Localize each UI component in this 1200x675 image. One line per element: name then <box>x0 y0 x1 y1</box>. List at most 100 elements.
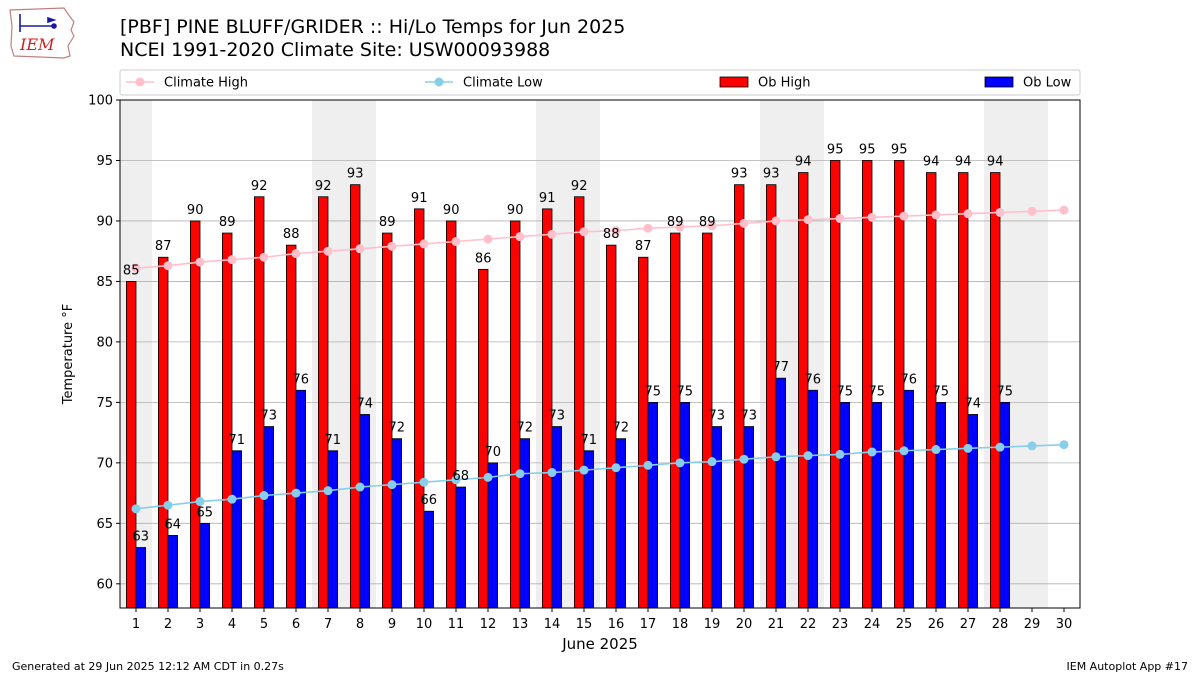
ob-low-label-6: 76 <box>293 372 310 387</box>
x-tick-label-8: 8 <box>356 617 364 632</box>
climate-high-point-11 <box>451 237 461 247</box>
climate-high-point-14 <box>547 229 557 239</box>
climate-high-point-27 <box>963 209 973 219</box>
x-tick-label-24: 24 <box>864 617 881 632</box>
ob-high-label-21: 93 <box>763 167 780 182</box>
ob-high-bar-9 <box>381 232 393 609</box>
ob-low-label-10: 66 <box>421 493 438 508</box>
ob-high-bar-20 <box>734 184 745 609</box>
ob-high-bar-5 <box>253 196 265 609</box>
data-labels: 85 87 90 89 92 88 92 93 89 91 90 86 90 91 92 88 87 89 89 93… <box>123 142 1013 544</box>
climate-low-point-19 <box>707 457 717 467</box>
ob-high-label-27: 94 <box>955 155 972 170</box>
ob-high-bar-10 <box>413 208 425 609</box>
ob-high-bar-24 <box>862 160 873 609</box>
weekend-band-28 <box>984 100 1016 608</box>
x-tick-label-10: 10 <box>416 617 433 632</box>
climate-high-point-16 <box>611 226 621 236</box>
ob-low-label-14: 73 <box>549 409 566 424</box>
weekend-band-22 <box>792 100 824 608</box>
weekend-shading <box>120 100 1048 608</box>
climate-high-point-24 <box>867 212 877 222</box>
climate-low-point-17 <box>643 460 653 470</box>
y-tick-label-65: 65 <box>96 517 113 532</box>
footer-generated: Generated at 29 Jun 2025 12:12 AM CDT in… <box>12 660 284 673</box>
ob-high-label-20: 93 <box>731 167 748 182</box>
climate-high-point-18 <box>675 222 685 232</box>
climate-high-point-6 <box>291 249 301 259</box>
climate-high-point-26 <box>931 210 941 220</box>
ob-high-bar-21 <box>766 184 777 609</box>
x-tick-label-18: 18 <box>672 617 689 632</box>
x-tick-label-3: 3 <box>196 617 204 632</box>
weekend-band-29 <box>1016 100 1048 608</box>
ob-low-bar-14 <box>551 426 563 609</box>
climate-high-line <box>135 209 1065 269</box>
ob-low-label-8: 74 <box>357 396 374 411</box>
ob-low-bar-6 <box>295 389 307 609</box>
climate-high-point-20 <box>739 218 749 228</box>
climate-high-point-23 <box>835 214 845 224</box>
ob-high-label-19: 89 <box>699 215 716 230</box>
ob-low-label-11: 68 <box>453 469 470 484</box>
climate-low-point-29 <box>1027 441 1037 451</box>
climate-low-point-4 <box>227 494 237 504</box>
climate-low-point-11 <box>451 475 461 485</box>
x-tick-label-26: 26 <box>928 617 945 632</box>
ob-low-bar-28 <box>999 401 1011 609</box>
ob-high-label-6: 88 <box>283 227 300 242</box>
grid-lines <box>120 160 1080 585</box>
ob-high-bar-23 <box>830 160 841 609</box>
ob-high-label-10: 91 <box>411 191 428 206</box>
ob-low-label-25: 76 <box>901 372 918 387</box>
x-tick-label-12: 12 <box>480 617 497 632</box>
climate-low-point-26 <box>931 445 941 455</box>
climate-low-point-27 <box>963 443 973 453</box>
ob-low-label-9: 72 <box>389 421 406 436</box>
x-tick-label-19: 19 <box>704 617 721 632</box>
ob-low-bar-4 <box>231 450 243 609</box>
climate-high-point-15 <box>579 227 589 237</box>
y-tick-label-80: 80 <box>96 335 113 350</box>
ob-low-bar-1 <box>135 547 147 609</box>
chart-title: [PBF] PINE BLUFF/GRIDER :: Hi/Lo Temps f… <box>120 16 626 38</box>
climate-high-point-30 <box>1059 205 1069 215</box>
ob-high-label-4: 89 <box>219 215 236 230</box>
climate-low-point-28 <box>995 442 1005 452</box>
climate-high-point-3 <box>195 257 205 267</box>
ob-low-bar-23 <box>839 401 851 609</box>
ob-high-bar-4 <box>221 232 233 609</box>
ob-low-label-15: 71 <box>581 433 598 448</box>
climate-low-point-16 <box>611 463 621 473</box>
ob-high-label-25: 95 <box>891 142 908 157</box>
ob-high-bar-6 <box>285 244 297 609</box>
y-tick-label-75: 75 <box>96 396 113 411</box>
ob-high-label-16: 88 <box>603 227 620 242</box>
climate-low-point-10 <box>419 477 429 487</box>
x-tick-label-23: 23 <box>832 617 849 632</box>
ob-high-label-9: 89 <box>379 215 396 230</box>
climate-high-point-7 <box>323 246 333 256</box>
ob-low-label-13: 72 <box>517 421 534 436</box>
ob-high-label-15: 92 <box>571 179 588 194</box>
legend: Climate High Climate Low Ob High Ob Low <box>119 69 1081 96</box>
y-tick-label-60: 60 <box>96 577 113 592</box>
bars <box>126 160 1011 609</box>
footer-app: IEM Autoplot App #17 <box>1066 660 1189 673</box>
ob-low-bar-19 <box>711 426 723 609</box>
x-tick-label-28: 28 <box>992 617 1009 632</box>
ob-high-label-2: 87 <box>155 239 172 254</box>
climate-low-point-6 <box>291 488 301 498</box>
x-axis-label: June 2025 <box>561 635 638 653</box>
x-tick-label-17: 17 <box>640 617 657 632</box>
climate-high-point-28 <box>995 207 1005 217</box>
climate-low-legend-label: Climate Low <box>463 76 543 91</box>
x-tick-label-4: 4 <box>228 617 236 632</box>
weekend-band-21 <box>760 100 792 608</box>
ob-high-label-24: 95 <box>859 142 876 157</box>
x-tick-label-29: 29 <box>1024 617 1041 632</box>
legend-frame <box>119 69 1081 96</box>
ob-high-label-5: 92 <box>251 179 268 194</box>
ob-high-bar-3 <box>189 220 201 609</box>
ob-high-label-3: 90 <box>187 203 204 218</box>
